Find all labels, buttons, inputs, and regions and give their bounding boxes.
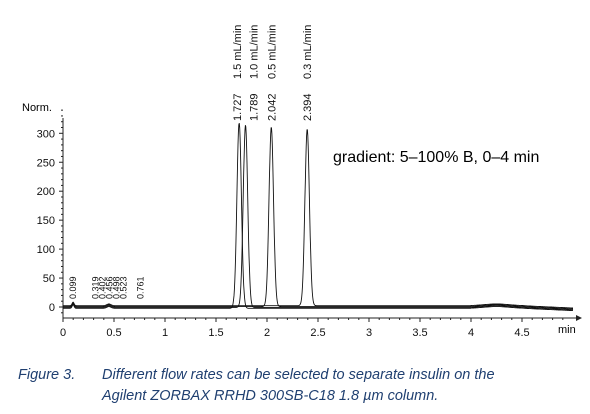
y-axis-label: Norm. xyxy=(22,102,52,114)
gradient-annotation: gradient: 5–100% B, 0–4 min xyxy=(333,149,539,166)
y-tick-label: 250 xyxy=(37,157,55,169)
peak-rt-label: 1.727 xyxy=(232,93,244,121)
peak-labels: 1.727 1.5 mL/min 1.789 1.0 mL/min 2.042 0.5 m… xyxy=(68,25,314,299)
caption-line-2: Agilent ZORBAX RRHD 300SB-C18 1.8 µm col… xyxy=(102,388,439,404)
x-ticks: 0 0.5 1 1.5 2 2.5 3 3.5 4 4.5 xyxy=(60,318,564,339)
small-peak-label: 0.402 xyxy=(98,276,108,299)
x-tick-label: 0.5 xyxy=(106,327,121,339)
peak-rt-label: 1.789 xyxy=(248,93,260,121)
flow-rate-label: 1.0 mL/min xyxy=(248,25,260,79)
x-tick-label: 1 xyxy=(162,327,168,339)
flow-rate-label: 0.3 mL/min xyxy=(302,25,314,79)
y-tick-label: 150 xyxy=(37,215,55,227)
small-peak-label: 0.761 xyxy=(136,276,146,299)
y-ticks: 0 50 100 150 200 250 300 xyxy=(37,109,63,314)
axes xyxy=(62,118,582,321)
x-tick-label: 1.5 xyxy=(208,327,223,339)
x-tick-label: 3.5 xyxy=(412,327,427,339)
small-peak-label: 0.523 xyxy=(119,276,129,299)
y-tick-label: 0 xyxy=(49,302,55,314)
trace-1-5-ml-min xyxy=(63,123,573,312)
small-peak-label: 0.498 xyxy=(112,276,122,299)
y-tick-label: 50 xyxy=(43,273,55,285)
flow-rate-label: 0.5 mL/min xyxy=(266,25,278,79)
flow-rate-label: 1.5 mL/min xyxy=(232,25,244,79)
x-tick-label: 2.5 xyxy=(310,327,325,339)
trace-1-0-ml-min xyxy=(63,125,574,311)
peak-rt-label: 2.394 xyxy=(302,93,314,121)
y-tick-label: 300 xyxy=(37,128,55,140)
small-peak-label: 0.099 xyxy=(68,276,78,299)
x-axis-arrow xyxy=(576,315,582,321)
y-tick-label: 200 xyxy=(37,186,55,198)
traces xyxy=(63,123,574,312)
x-tick-label: 4.5 xyxy=(514,327,529,339)
y-tick-label: 100 xyxy=(37,244,55,256)
peak-rt-label: 2.042 xyxy=(266,93,278,121)
x-tick-label: 2 xyxy=(264,327,270,339)
figure-caption: Figure 3. Different flow rates can be sel… xyxy=(18,365,583,407)
x-axis-label: min xyxy=(558,324,576,336)
x-tick-label: 0 xyxy=(60,327,66,339)
small-peak-label: 0.456 xyxy=(105,276,115,299)
caption-line-1: Different flow rates can be selected to … xyxy=(102,367,495,383)
trace-0-3-ml-min xyxy=(63,129,573,309)
x-tick-label: 3 xyxy=(366,327,372,339)
small-peak-label: 0.319 xyxy=(91,276,101,299)
x-tick-label: 4 xyxy=(468,327,474,339)
caption-figure-number: Figure 3. xyxy=(18,367,76,383)
trace-0-5-ml-min xyxy=(63,127,573,310)
